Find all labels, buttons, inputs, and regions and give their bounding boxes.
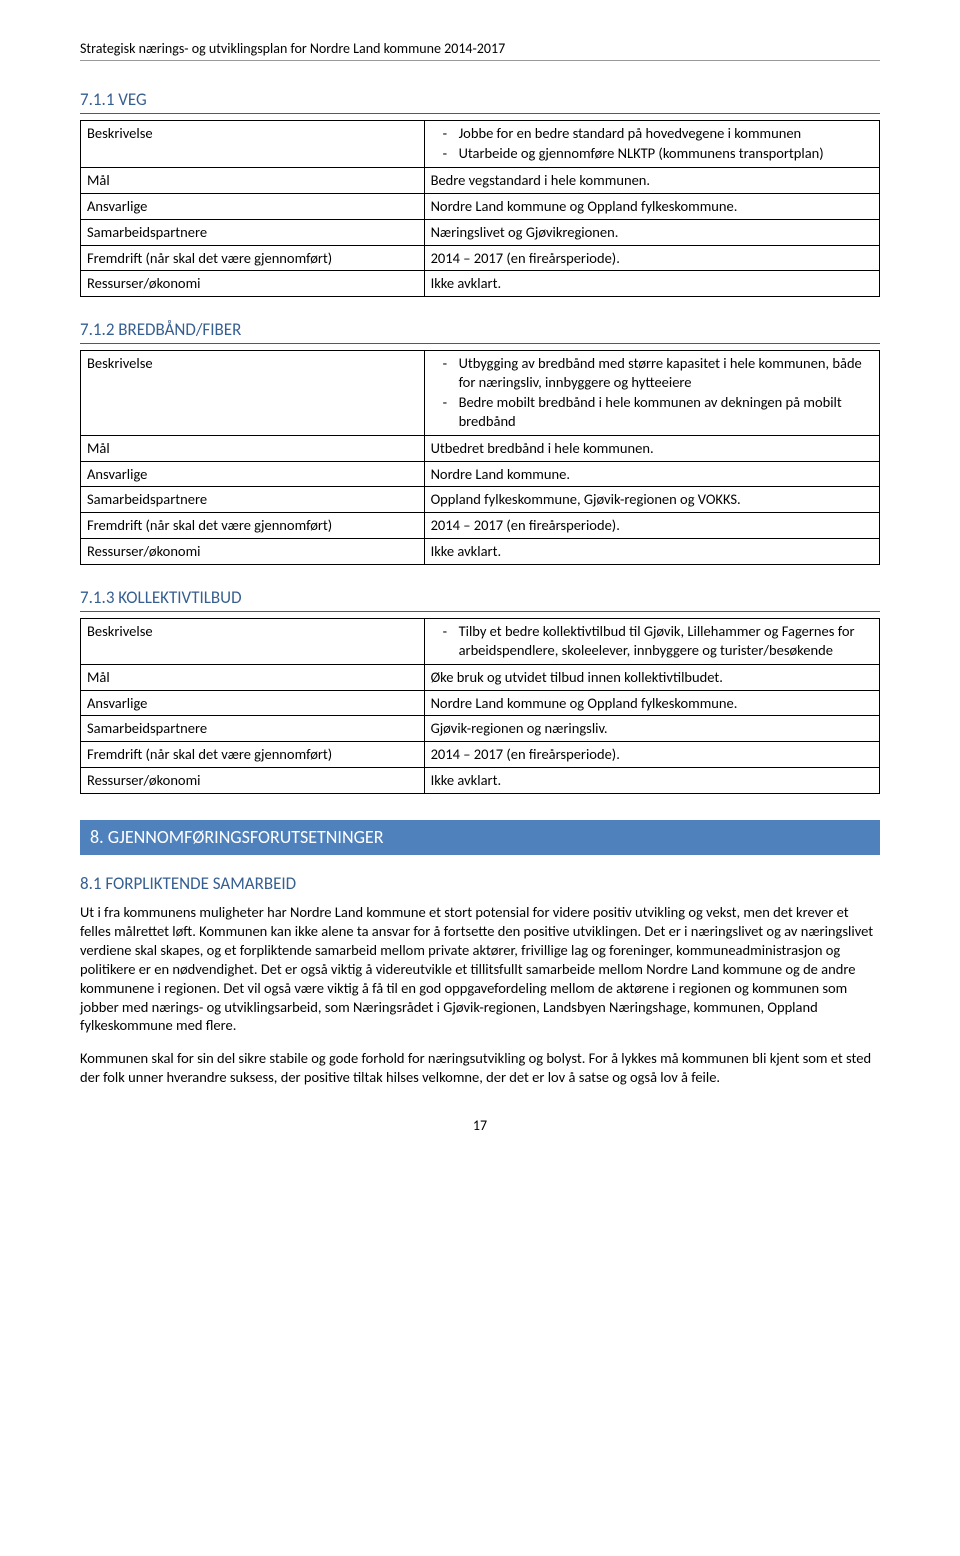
section-heading-81: 8.1 FORPLIKTENDE SAMARBEID (80, 873, 880, 895)
cell-value: Utbedret bredbånd i hele kommunen. (424, 435, 879, 461)
table-row: Samarbeidspartnere Næringslivet og Gjøvi… (81, 219, 880, 245)
cell-label: Samarbeidspartnere (81, 716, 425, 742)
cell-value: 2014 – 2017 (en fireårsperiode). (424, 513, 879, 539)
cell-label: Mål (81, 435, 425, 461)
list-item: Tilby et bedre kollektivtilbud til Gjøvi… (431, 622, 873, 660)
cell-label: Ressurser/økonomi (81, 271, 425, 297)
list-item: Bedre mobilt bredbånd i hele kommunen av… (431, 393, 873, 431)
cell-label: Beskrivelse (81, 618, 425, 664)
cell-value: Ikke avklart. (424, 271, 879, 297)
paragraph: Kommunen skal for sin del sikre stabile … (80, 1049, 880, 1087)
table-row: Beskrivelse Utbygging av bredbånd med st… (81, 351, 880, 435)
table-713: Beskrivelse Tilby et bedre kollektivtilb… (80, 618, 880, 794)
document-header: Strategisk nærings- og utviklingsplan fo… (80, 40, 880, 61)
cell-value: Øke bruk og utvidet tilbud innen kollekt… (424, 664, 879, 690)
cell-label: Ansvarlige (81, 193, 425, 219)
table-row: Beskrivelse Tilby et bedre kollektivtilb… (81, 618, 880, 664)
table-row: Ansvarlige Nordre Land kommune og Opplan… (81, 193, 880, 219)
section-heading-711: 7.1.1 VEG (80, 89, 880, 114)
body-text-81: Ut i fra kommunens muligheter har Nordre… (80, 903, 880, 1087)
table-row: Samarbeidspartnere Oppland fylkeskommune… (81, 487, 880, 513)
cell-value: Nordre Land kommune og Oppland fylkeskom… (424, 690, 879, 716)
cell-value: Nordre Land kommune og Oppland fylkeskom… (424, 193, 879, 219)
table-row: Mål Øke bruk og utvidet tilbud innen kol… (81, 664, 880, 690)
paragraph: Ut i fra kommunens muligheter har Nordre… (80, 903, 880, 1035)
cell-value: Ikke avklart. (424, 539, 879, 565)
table-row: Samarbeidspartnere Gjøvik-regionen og næ… (81, 716, 880, 742)
list-item: Jobbe for en bedre standard på hovedvege… (431, 124, 873, 143)
cell-value: Utbygging av bredbånd med større kapasit… (424, 351, 879, 435)
cell-value: Nordre Land kommune. (424, 461, 879, 487)
cell-value: Ikke avklart. (424, 768, 879, 794)
section-heading-8: 8. GJENNOMFØRINGSFORUTSETNINGER (80, 820, 880, 855)
list-item: Utarbeide og gjennomføre NLKTP (kommunen… (431, 144, 873, 163)
section-heading-712: 7.1.2 BREDBÅND/FIBER (80, 319, 880, 344)
cell-label: Mål (81, 167, 425, 193)
cell-label: Samarbeidspartnere (81, 219, 425, 245)
page-number: 17 (80, 1117, 880, 1135)
cell-value: Gjøvik-regionen og næringsliv. (424, 716, 879, 742)
table-row: Fremdrift (når skal det være gjennomført… (81, 245, 880, 271)
table-row: Ressurser/økonomi Ikke avklart. (81, 271, 880, 297)
cell-value: Jobbe for en bedre standard på hovedvege… (424, 121, 879, 168)
table-row: Fremdrift (når skal det være gjennomført… (81, 742, 880, 768)
table-711: Beskrivelse Jobbe for en bedre standard … (80, 120, 880, 297)
cell-value: Næringslivet og Gjøvikregionen. (424, 219, 879, 245)
cell-label: Fremdrift (når skal det være gjennomført… (81, 513, 425, 539)
table-row: Ansvarlige Nordre Land kommune og Opplan… (81, 690, 880, 716)
cell-label: Samarbeidspartnere (81, 487, 425, 513)
cell-value: 2014 – 2017 (en fireårsperiode). (424, 742, 879, 768)
table-row: Fremdrift (når skal det være gjennomført… (81, 513, 880, 539)
cell-value: 2014 – 2017 (en fireårsperiode). (424, 245, 879, 271)
section-heading-713: 7.1.3 KOLLEKTIVTILBUD (80, 587, 880, 612)
table-row: Beskrivelse Jobbe for en bedre standard … (81, 121, 880, 168)
cell-label: Ansvarlige (81, 461, 425, 487)
cell-label: Ressurser/økonomi (81, 768, 425, 794)
table-row: Ressurser/økonomi Ikke avklart. (81, 768, 880, 794)
cell-label: Beskrivelse (81, 121, 425, 168)
cell-label: Ansvarlige (81, 690, 425, 716)
table-row: Mål Utbedret bredbånd i hele kommunen. (81, 435, 880, 461)
table-row: Ansvarlige Nordre Land kommune. (81, 461, 880, 487)
table-row: Ressurser/økonomi Ikke avklart. (81, 539, 880, 565)
cell-label: Mål (81, 664, 425, 690)
cell-label: Beskrivelse (81, 351, 425, 435)
cell-label: Fremdrift (når skal det være gjennomført… (81, 245, 425, 271)
cell-value: Bedre vegstandard i hele kommunen. (424, 167, 879, 193)
cell-label: Ressurser/økonomi (81, 539, 425, 565)
list-item: Utbygging av bredbånd med større kapasit… (431, 354, 873, 392)
cell-value: Oppland fylkeskommune, Gjøvik-regionen o… (424, 487, 879, 513)
table-712: Beskrivelse Utbygging av bredbånd med st… (80, 350, 880, 565)
cell-value: Tilby et bedre kollektivtilbud til Gjøvi… (424, 618, 879, 664)
table-row: Mål Bedre vegstandard i hele kommunen. (81, 167, 880, 193)
cell-label: Fremdrift (når skal det være gjennomført… (81, 742, 425, 768)
